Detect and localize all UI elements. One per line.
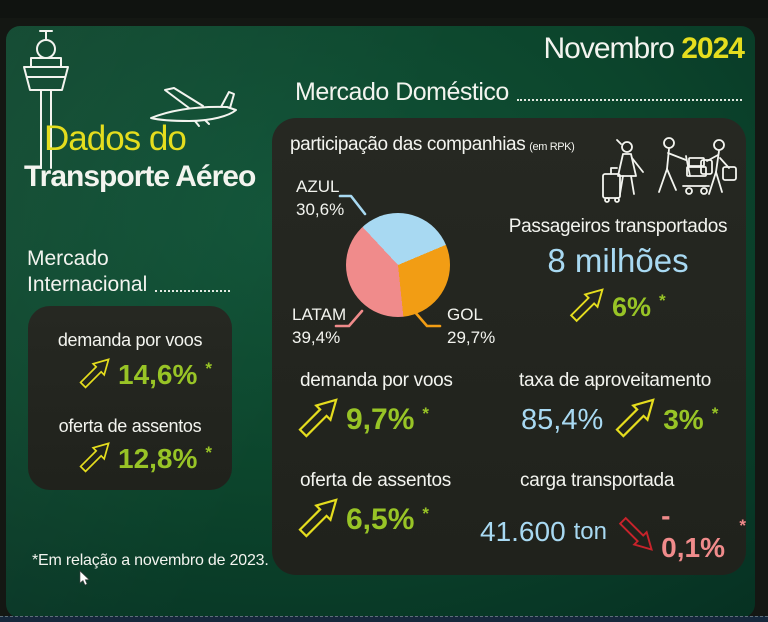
- airplane-icon: [150, 87, 237, 127]
- footnote-marker: *: [711, 404, 719, 423]
- intl-seats-change: 12,8% *: [76, 442, 212, 476]
- intl-seats-value: 12,8%: [118, 443, 198, 474]
- load-factor-label: taxa de aproveitamento: [519, 370, 711, 391]
- seats-change-value: 6,5%: [346, 503, 415, 536]
- pie-title-text: participação das companhias: [290, 134, 526, 155]
- footnote-marker: *: [205, 359, 213, 378]
- domestic-section-title: Mercado Doméstico: [295, 78, 744, 107]
- intl-demand-label: demanda por voos: [57, 330, 203, 350]
- pie-label-azul: AZUL 30,6%: [296, 175, 344, 221]
- international-card: demanda por voos 14,6% * oferta de assent…: [28, 306, 232, 490]
- load-factor-change-value: 3%: [663, 404, 704, 435]
- load-factor-value: 85,4%: [521, 403, 604, 436]
- intl-demand-value: 14,6%: [118, 359, 198, 390]
- travelers-icon: [602, 137, 737, 203]
- footnote: *Em relação a novembro de 2023.: [32, 552, 269, 569]
- bottom-bar: [0, 616, 768, 622]
- callout-line-latam: [334, 309, 364, 328]
- cargo-change-value: - 0,1%: [661, 500, 725, 563]
- mouse-cursor: [79, 570, 90, 586]
- pie-subtitle-text: (em RPK): [529, 141, 575, 153]
- slice-value: 30,6%: [296, 200, 345, 219]
- up-arrow-icon: [298, 498, 338, 538]
- callout-line-gol: [412, 309, 442, 328]
- passengers-value: 8 milhões: [547, 242, 689, 279]
- footnote-marker: *: [659, 291, 666, 310]
- slice-name: GOL: [447, 305, 483, 324]
- passengers-change-value: 6%: [612, 291, 652, 322]
- demand-label: demanda por voos: [300, 370, 453, 391]
- passengers-change: 6% *: [566, 288, 666, 326]
- demand-change: 9,7% *: [294, 398, 429, 442]
- footnote-marker: *: [205, 443, 213, 462]
- pie-chart: [346, 213, 450, 317]
- report-date: Novembro 2024: [543, 32, 745, 66]
- pie-chart-title: participação das companhias (em RPK): [290, 134, 575, 156]
- dotted-leader: [155, 290, 230, 292]
- callout-line-azul: [338, 194, 367, 216]
- up-arrow-icon: [79, 358, 110, 389]
- passengers-label: Passageiros transportados: [508, 216, 728, 237]
- intl-demand-change: 14,6% *: [76, 358, 212, 392]
- pie-label-gol: GOL 29,7%: [447, 303, 495, 349]
- demand-change-value: 9,7%: [346, 403, 415, 436]
- domestic-title-text: Mercado Doméstico: [295, 78, 509, 106]
- seats-change: 6,5% *: [294, 498, 429, 542]
- brand-title-line1: Dados do: [44, 119, 187, 158]
- slice-value: 29,7%: [447, 328, 496, 347]
- up-arrow-icon: [298, 398, 338, 438]
- cargo-change: 41.600 ton - 0,1% *: [480, 500, 746, 564]
- slice-name: AZUL: [296, 177, 340, 196]
- international-title-line2: Internacional: [27, 273, 148, 296]
- load-factor-change: 85,4% 3% *: [521, 398, 718, 442]
- infographic-canvas: Dados do Transporte Aéreo Novembro 2024 …: [0, 18, 768, 622]
- down-arrow-icon: [619, 517, 653, 551]
- cargo-label: carga transportada: [520, 470, 675, 491]
- footnote-marker: *: [739, 516, 746, 535]
- international-title-line1: Mercado: [27, 247, 109, 270]
- seats-label: oferta de assentos: [300, 470, 451, 491]
- slice-name: LATAM: [292, 305, 347, 324]
- report-month: Novembro: [543, 32, 675, 65]
- brand-title-line2: Transporte Aéreo: [24, 160, 256, 193]
- cargo-unit: ton: [573, 518, 608, 545]
- pie-label-latam: LATAM 39,4%: [292, 303, 346, 349]
- up-arrow-icon: [79, 442, 110, 473]
- up-arrow-icon: [570, 288, 604, 322]
- intl-seats-label: oferta de assentos: [58, 416, 202, 436]
- up-arrow-icon: [616, 398, 655, 438]
- footnote-marker: *: [422, 504, 430, 523]
- domestic-card: participação das companhias (em RPK) AZUL…: [272, 118, 746, 575]
- slice-value: 39,4%: [292, 328, 341, 347]
- control-tower-icon: [23, 30, 69, 169]
- report-year: 2024: [681, 32, 745, 65]
- international-section-title: Mercado Internacional: [27, 246, 232, 298]
- footnote-marker: *: [422, 404, 430, 423]
- cargo-value: 41.600: [480, 516, 566, 547]
- dotted-leader: [516, 99, 742, 101]
